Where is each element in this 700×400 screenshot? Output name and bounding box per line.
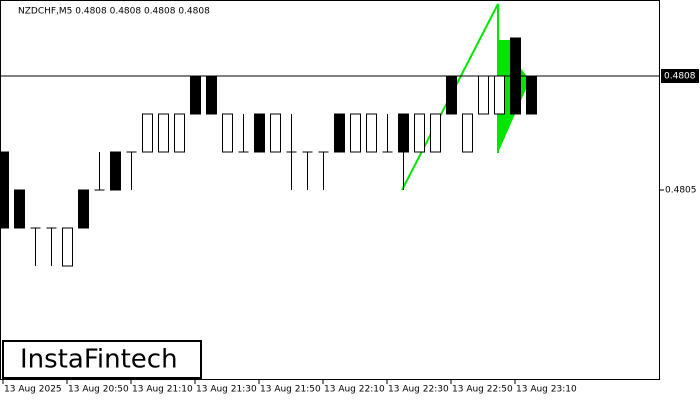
candle-body	[142, 113, 153, 153]
price-label-box	[661, 69, 699, 83]
y-tick-label: 0.4805	[665, 186, 697, 196]
x-tick-label: 13 Aug 21:50	[260, 385, 321, 395]
x-tick-label: 13 Aug 2025	[4, 385, 62, 395]
logo: InstaFintech	[20, 345, 178, 375]
x-tick-label: 13 Aug 23:10	[516, 385, 577, 395]
candle-body	[350, 113, 361, 153]
candle-body	[430, 113, 441, 153]
x-tick-label: 13 Aug 22:50	[452, 385, 513, 395]
chart-title: NZDCHF,M5 0.4808 0.4808 0.4808 0.4808	[18, 7, 210, 17]
candle-body	[0, 151, 9, 229]
candle-body	[494, 75, 505, 115]
candle-body	[446, 75, 457, 115]
x-tick-label: 13 Aug 21:10	[132, 385, 193, 395]
candle-body	[14, 189, 25, 229]
candle-body	[334, 113, 345, 153]
candle-body	[462, 113, 473, 153]
x-tick-label: 13 Aug 21:30	[196, 385, 257, 395]
candle-body	[366, 113, 377, 153]
x-tick-label: 13 Aug 22:10	[324, 385, 385, 395]
x-tick-label: 13 Aug 20:50	[68, 385, 129, 395]
x-tick-label: 13 Aug 22:30	[388, 385, 449, 395]
candle-body	[190, 75, 201, 115]
candle-body	[414, 113, 425, 153]
candle-body	[206, 75, 217, 115]
candle-body	[110, 151, 121, 191]
candle-body	[62, 227, 73, 267]
candle-body	[478, 75, 489, 115]
candle-body	[78, 189, 89, 229]
logo-box	[2, 340, 202, 379]
candle-body	[158, 113, 169, 153]
candle-body	[398, 113, 409, 153]
candle-body	[526, 75, 537, 115]
candle-body	[254, 113, 265, 153]
candle-body	[174, 113, 185, 153]
candle-body	[222, 113, 233, 153]
price-label: 0.4808	[664, 72, 696, 82]
candle-body	[270, 113, 281, 153]
